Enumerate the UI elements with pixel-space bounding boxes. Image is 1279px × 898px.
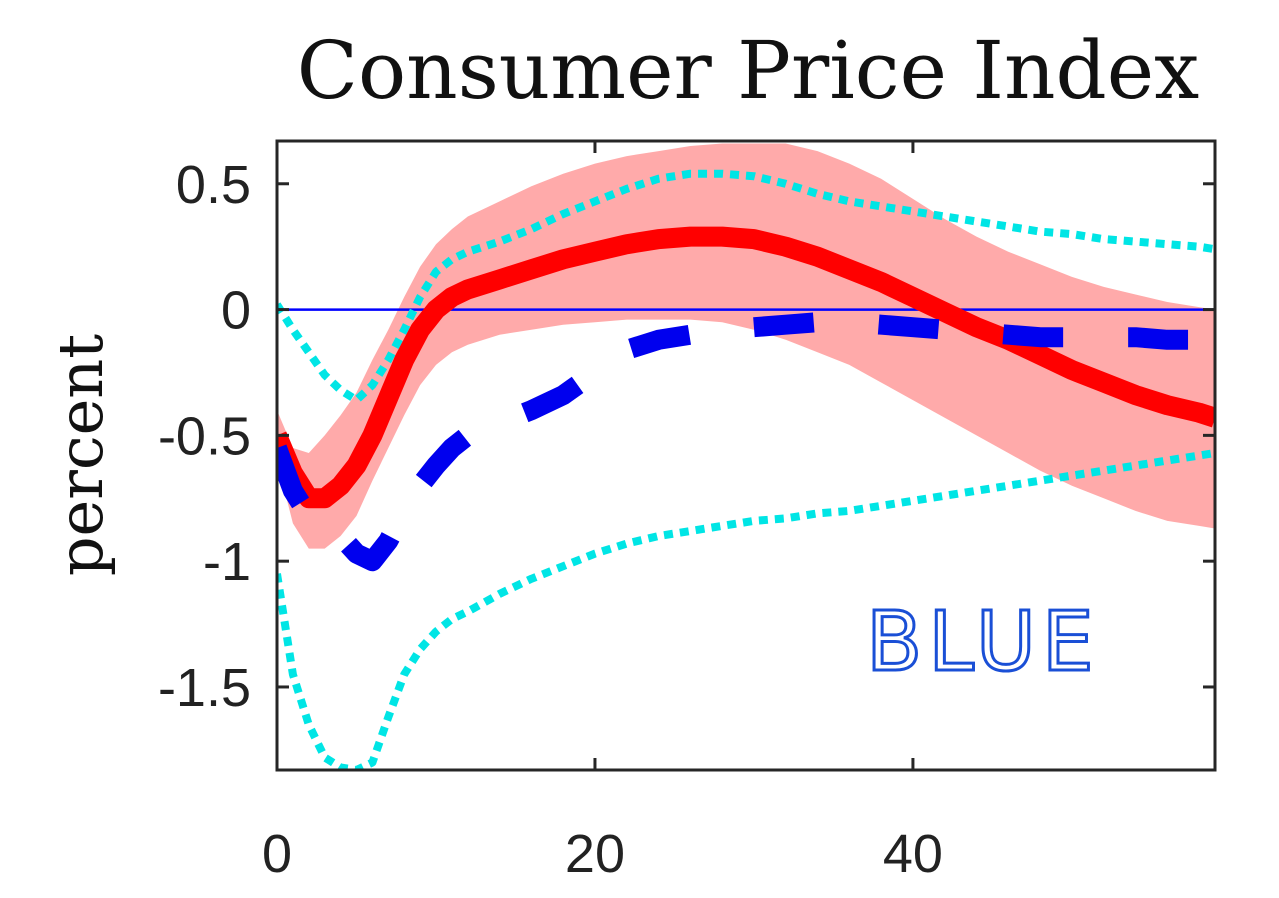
plot-area (277, 143, 1215, 770)
x-tick-label: 20 (565, 824, 625, 884)
chart-title: Consumer Price Index (297, 24, 1199, 117)
red-solid-line (277, 226, 1215, 509)
cyan-dotted-line-4 (277, 449, 1215, 770)
confidence-band (277, 143, 1215, 549)
y-tick-label: -1 (203, 532, 251, 592)
blue-annotation: BLUE (866, 595, 1100, 690)
y-axis-label: percent (44, 334, 117, 576)
blue-dashed-line (277, 312, 1215, 572)
x-tick-label: 40 (883, 824, 943, 884)
axes-box (275, 139, 1217, 772)
y-tick-label: 0.5 (176, 155, 251, 215)
axes: 0.5 0 -0.5 -1 -1.5 0 20 40 (158, 139, 1217, 884)
y-tick-label: -0.5 (158, 406, 251, 466)
y-tick-label: 0 (221, 281, 251, 341)
x-tick-label: 0 (262, 824, 292, 884)
cyan-dotted-line-3 (277, 169, 1215, 405)
y-tick-label: -1.5 (158, 658, 251, 718)
